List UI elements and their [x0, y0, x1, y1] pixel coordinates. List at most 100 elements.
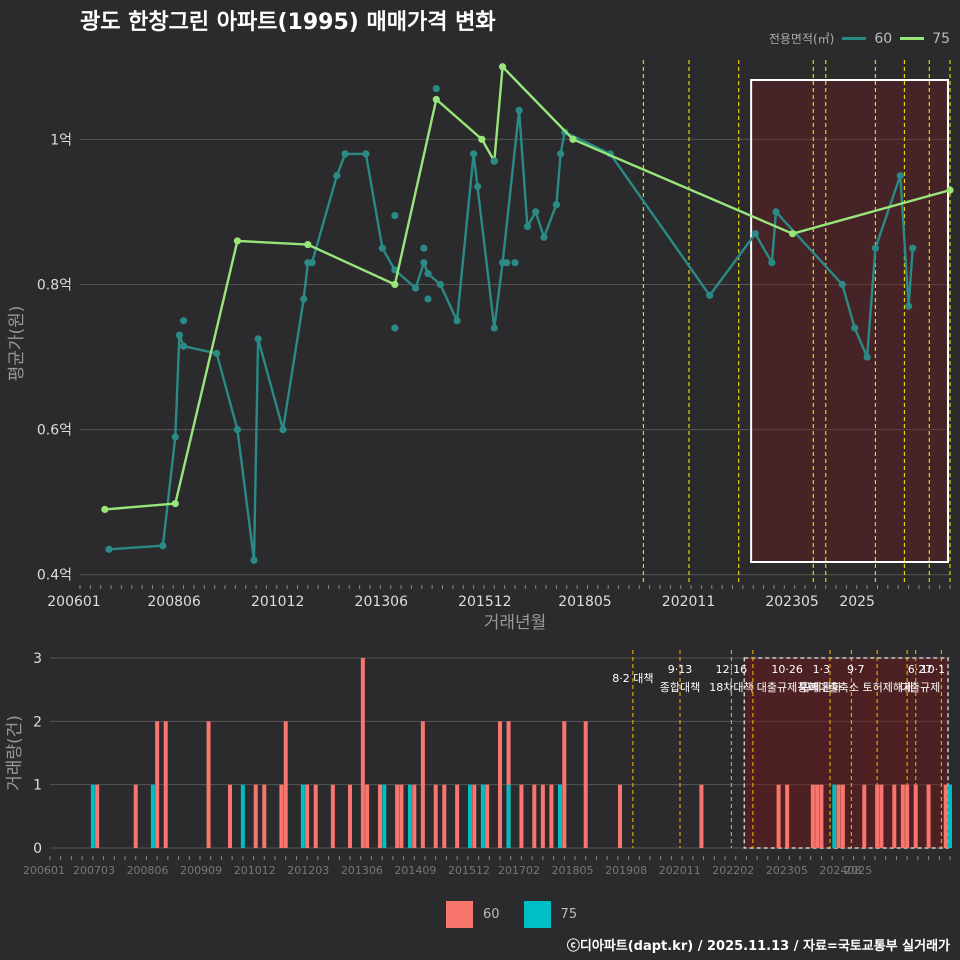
policy-date-label: 12·16	[716, 663, 748, 676]
x-tick-label: 200806	[147, 594, 201, 610]
volume-bar-chart: 0 1 2 3 8·2 대책 9·13 종합대책 12·16 18차대책 10·26 대출규제강화 1…	[5, 650, 952, 877]
volume-bar-60	[360, 658, 365, 848]
legend-line-75	[900, 37, 925, 40]
bar-x-tick-label: 202011	[659, 864, 701, 877]
chart-title: 광도 한창그린 아파트(1995) 매매가격 변화	[80, 10, 496, 35]
volume-bar-60	[776, 784, 781, 848]
data-point-60	[411, 284, 420, 292]
data-point-60	[420, 259, 428, 267]
bar-x-tick-label: 201409	[394, 864, 436, 877]
data-point-60	[863, 353, 871, 361]
legend-line-60	[842, 37, 867, 40]
data-point-60	[105, 545, 113, 553]
volume-bar-60	[313, 784, 318, 848]
bar-x-tick-label: 200909	[180, 864, 222, 877]
volume-bar-60	[540, 784, 545, 848]
volume-bar-60	[395, 784, 400, 848]
bar-x-tick-label: 202408	[819, 864, 861, 877]
policy-text-label: 8·2 대책	[612, 672, 653, 685]
volume-bar-75	[832, 784, 837, 848]
data-point-60	[436, 280, 445, 289]
bar-x-tick-label: 201702	[498, 864, 540, 877]
volume-bar-60	[442, 784, 447, 848]
x-tick-label: 201306	[355, 594, 409, 610]
data-point-60	[279, 426, 287, 434]
volume-bar-60	[228, 784, 232, 848]
x-tick-label: 201512	[458, 594, 511, 610]
y-tick-label: 0.8억	[37, 277, 72, 293]
legend-box-60	[446, 901, 473, 928]
bar-x-tick-label: 201203	[287, 864, 329, 877]
volume-bar-60	[365, 784, 370, 848]
data-point-60	[490, 324, 498, 332]
y-tick-label: 0.4억	[37, 568, 72, 584]
volume-bar-60	[913, 784, 918, 848]
legend-label-75: 75	[932, 30, 950, 47]
volume-bar-75	[468, 784, 472, 848]
volume-bar-60	[412, 784, 417, 848]
data-point-60	[768, 259, 776, 267]
line-legend: 전용면적(㎡) 60 75	[769, 30, 950, 47]
data-point-extra	[432, 84, 440, 93]
volume-bar-60	[519, 784, 524, 848]
legend-label-60: 60	[874, 30, 893, 47]
volume-bar-60	[532, 784, 537, 848]
volume-bar-60	[330, 784, 335, 848]
data-point-75	[391, 280, 399, 289]
x-tick-label: 202011	[662, 594, 715, 610]
volume-bar-75	[948, 784, 952, 848]
x-tick-label: 200601	[47, 594, 100, 610]
volume-bar-60	[815, 784, 820, 848]
volume-bar-60	[348, 784, 352, 848]
volume-bar-60	[133, 784, 138, 848]
volume-bar-60	[900, 784, 905, 848]
data-point-60	[909, 244, 917, 252]
bar-x-tick-label: 202305	[766, 864, 808, 877]
policy-text-label: 18차대책	[709, 681, 753, 694]
policy-text-label: 규제완화	[801, 681, 841, 694]
data-point-extra	[474, 182, 482, 191]
data-point-60	[772, 208, 780, 216]
data-point-60	[706, 291, 714, 299]
data-point-60	[838, 280, 846, 289]
data-point-60	[523, 222, 532, 231]
bar-legend-label-75: 75	[560, 907, 578, 922]
data-point-75	[788, 230, 797, 238]
data-point-75	[233, 237, 242, 245]
data-point-60	[453, 317, 461, 325]
data-point-extra	[179, 317, 188, 325]
series-line-75	[104, 65, 951, 511]
bar-x-tick-label: 201908	[605, 864, 647, 877]
policy-text-label: 특례대출축소 토허제해제	[798, 680, 913, 694]
bar-x-tick-label: 201012	[234, 864, 276, 877]
volume-bar-60	[836, 784, 841, 848]
volume-bar-75	[382, 784, 387, 848]
volume-bar-60	[455, 784, 460, 848]
footer-credit: ⓒ디아파트(dapt.kr) / 2025.11.13 / 자료=국토교통부 실…	[566, 939, 950, 954]
data-point-60	[904, 302, 913, 310]
data-point-60	[250, 556, 258, 564]
policy-text-label: 종합대책	[660, 681, 700, 694]
bar-x-tick-label: 201805	[552, 864, 594, 877]
volume-bar-60	[305, 784, 310, 848]
data-point-60	[175, 331, 184, 339]
volume-bar-60	[433, 784, 438, 848]
volume-bar-60	[862, 784, 867, 848]
volume-bar-60	[262, 784, 267, 848]
data-point-extra	[552, 201, 561, 209]
data-point-75	[101, 505, 109, 514]
bar-x-tick-label: 200601	[23, 864, 65, 877]
policy-text-label: 대출규제	[900, 681, 940, 694]
policy-date-label: 10·1	[921, 663, 946, 676]
data-point-extra	[490, 157, 498, 165]
volume-bar-60	[95, 784, 100, 848]
policy-date-label: 9·7	[847, 663, 865, 676]
volume-bar-60	[618, 784, 622, 848]
x-tick-label: 201012	[251, 594, 304, 610]
volume-bar-60	[155, 721, 160, 848]
data-point-60	[308, 259, 316, 267]
data-point-75	[478, 135, 486, 143]
volume-bar-60	[283, 721, 288, 848]
volume-bar-60	[498, 721, 502, 848]
volume-bar-60	[785, 784, 790, 848]
